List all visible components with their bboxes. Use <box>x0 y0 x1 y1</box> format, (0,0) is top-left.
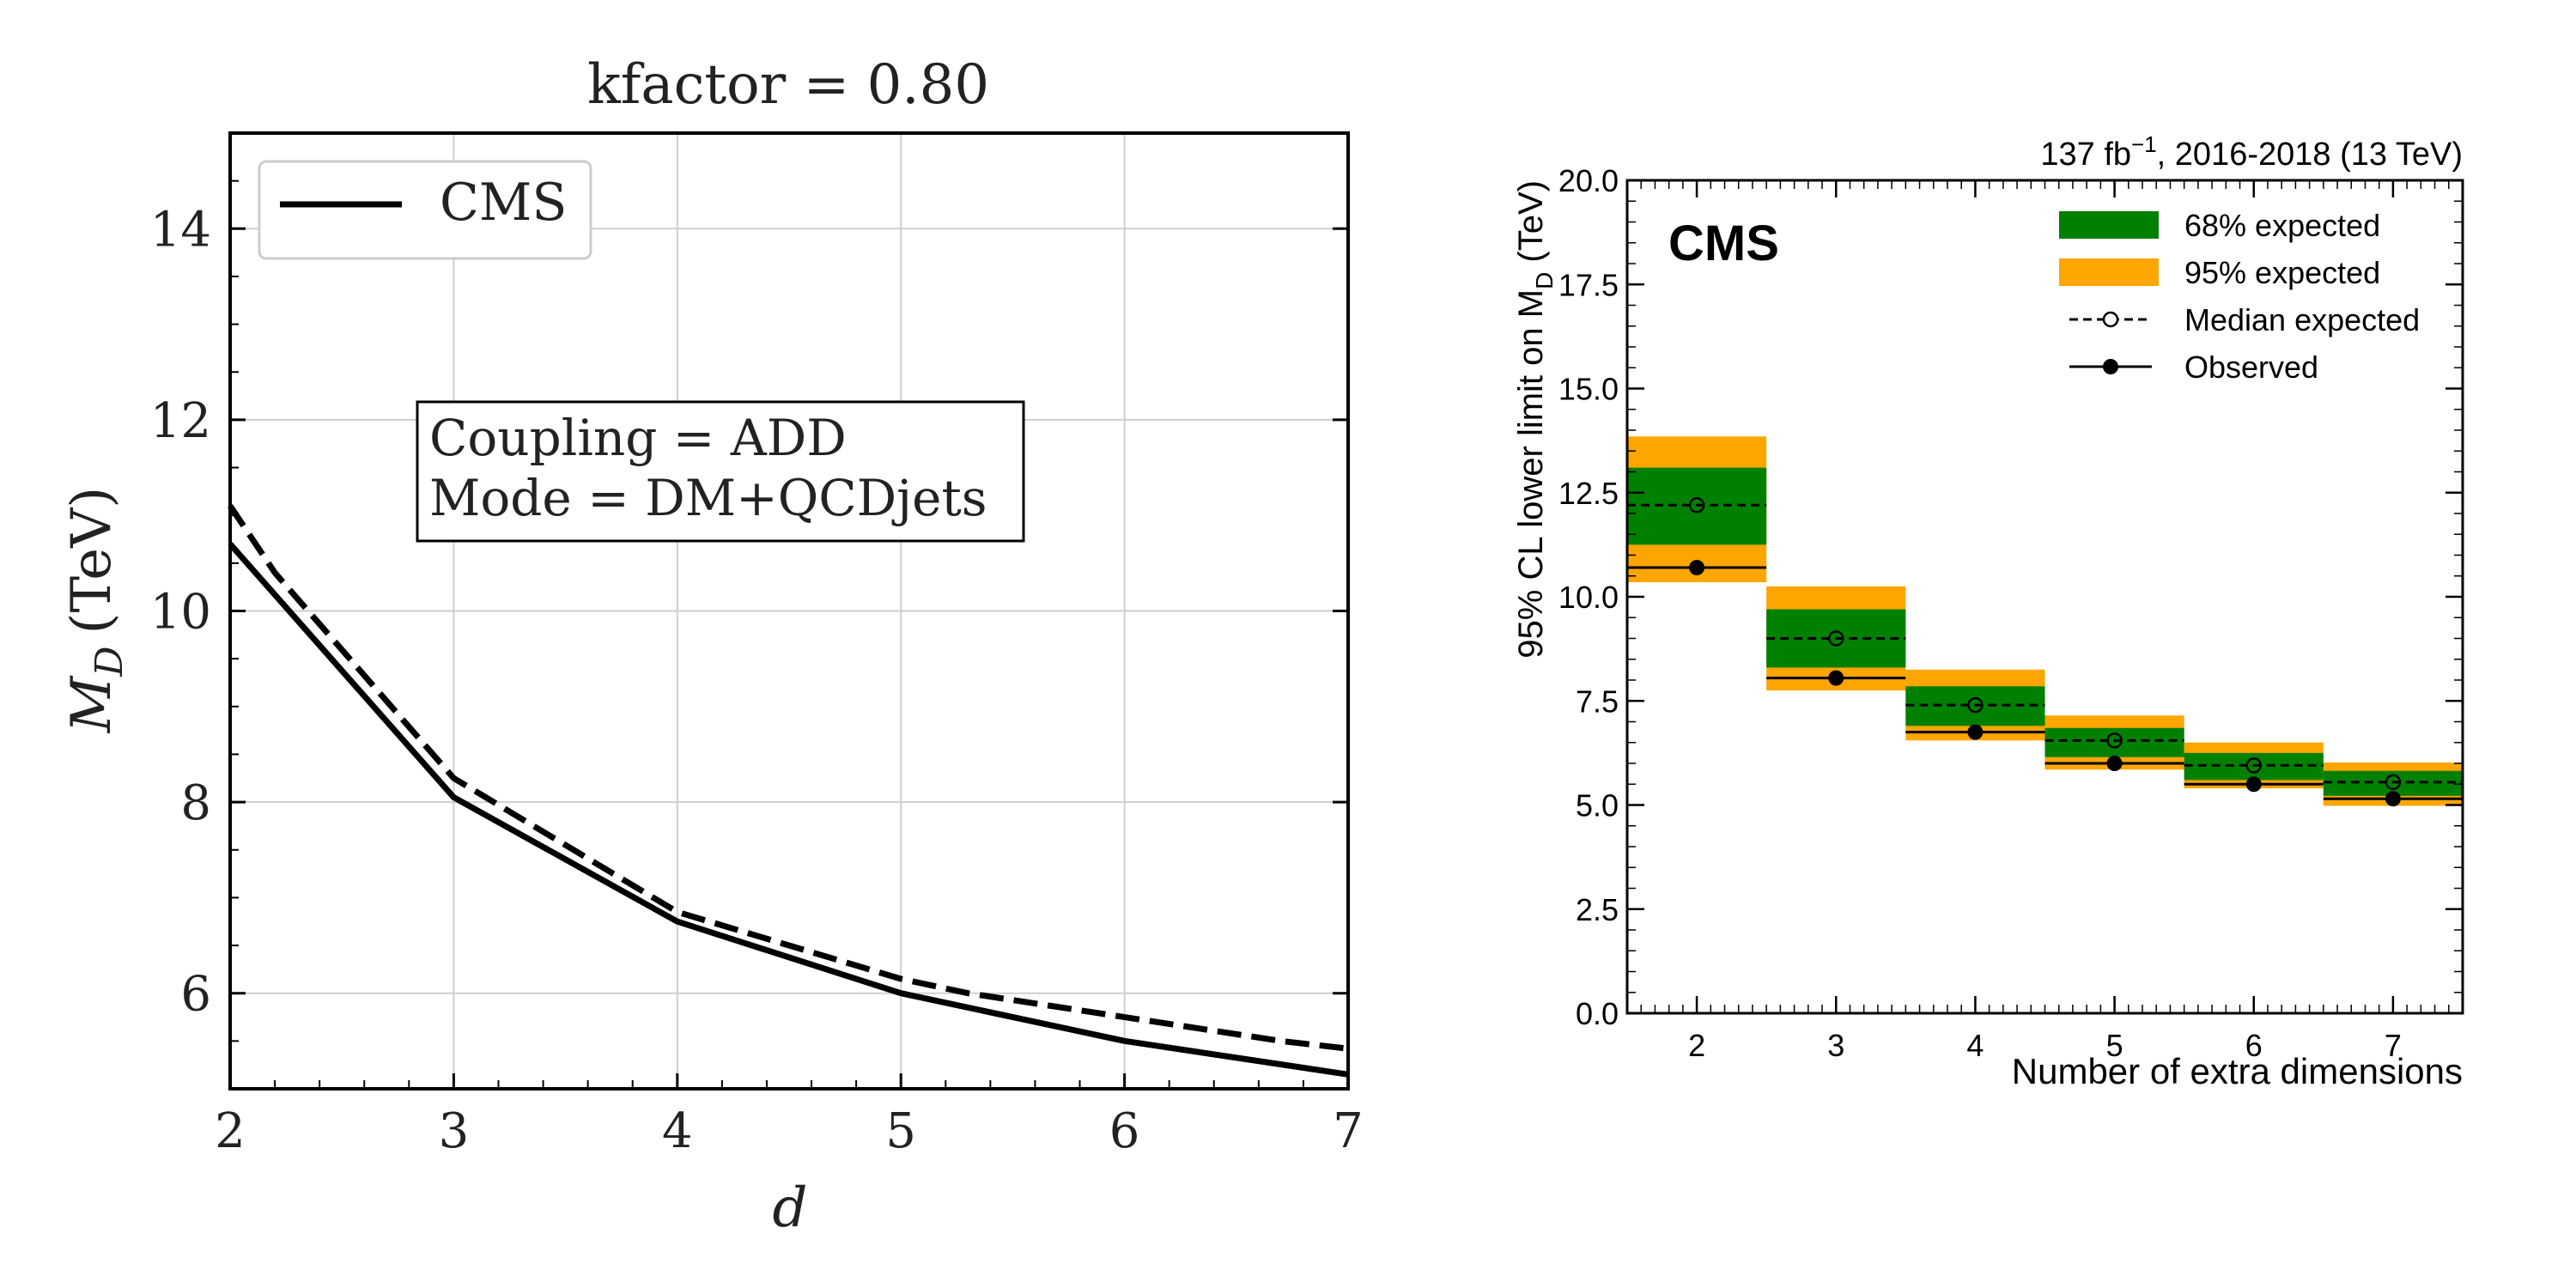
observed-marker <box>1689 560 1705 576</box>
right-y-tick-label: 7.5 <box>1576 683 1619 719</box>
right-x-tick-label: 7 <box>2385 1028 2402 1063</box>
median-expected-marker <box>2106 732 2123 749</box>
right-experiment-label: CMS <box>1668 216 1779 271</box>
observed-marker <box>2385 791 2401 807</box>
left-y-tick-label: 12 <box>150 393 211 449</box>
legend-68-label: 68% expected <box>2184 208 2380 243</box>
median-expected-marker <box>2385 774 2402 791</box>
left-y-tick-label: 8 <box>180 775 211 831</box>
right-x-tick-label: 3 <box>1827 1028 1844 1063</box>
legend-observed-label: Observed <box>2184 349 2318 385</box>
left-x-tick-label: 5 <box>885 1103 916 1159</box>
left-annotation: Coupling = ADD Mode = DM+QCDjets <box>416 400 1025 543</box>
observed-marker <box>1967 724 1984 740</box>
left-y-tick-label: 10 <box>150 585 211 641</box>
legend-observed-marker-icon <box>2103 359 2118 374</box>
right-y-axis-label: 95% CL lower limit on MD (TeV) <box>1512 180 1558 659</box>
left-dashed-line <box>228 504 1349 1052</box>
left-x-tick-label: 7 <box>1333 1103 1364 1159</box>
left-y-axis-label: MD(TeV) <box>60 487 131 734</box>
legend-95-label: 95% expected <box>2184 255 2380 290</box>
right-y-tick-label: 12.5 <box>1558 476 1619 511</box>
left-y-tick-label: 14 <box>150 202 211 258</box>
observed-marker <box>1828 670 1844 686</box>
left-chart-title: kfactor = 0.80 <box>587 53 989 117</box>
left-series <box>228 504 1349 1078</box>
observed-marker <box>2106 756 2123 771</box>
left-annotation-line-1: Coupling = ADD <box>429 409 847 467</box>
right-y-tick-label: 17.5 <box>1558 267 1619 302</box>
left-y-tick-label: 6 <box>180 967 211 1023</box>
left-x-tick-label: 3 <box>439 1103 470 1159</box>
right-x-tick-label: 4 <box>1966 1028 1984 1063</box>
left-legend: CMS <box>258 160 592 260</box>
right-y-tick-label: 20.0 <box>1558 163 1619 198</box>
band-68-bar <box>2044 727 2184 757</box>
left-x-tick-label: 2 <box>215 1103 246 1159</box>
right-x-axis-label: Number of extra dimensions <box>2012 1051 2463 1091</box>
median-expected-marker <box>1688 497 1705 513</box>
left-legend-label: CMS <box>440 173 567 233</box>
left-legend-box <box>258 160 592 260</box>
left-annotation-line-2: Mode = DM+QCDjets <box>429 469 987 527</box>
left-solid-line <box>228 542 1349 1078</box>
right-ticks: 2 3 4 5 6 7 0.0 2.5 5.0 7.5 10.0 12.5 15.0 17.5 20.0 <box>1558 163 2463 1063</box>
right-chart: 137 fb−1, 2016-2018 (13 TeV) 2 3 4 5 6 7 0.0 2.… <box>1512 131 2464 1091</box>
observed-marker <box>2245 776 2262 793</box>
right-y-tick-label: 10.0 <box>1558 580 1619 615</box>
left-x-tick-label: 4 <box>662 1103 693 1159</box>
median-expected-marker <box>1967 696 1984 714</box>
right-y-tick-label: 2.5 <box>1576 892 1619 927</box>
left-annotation-box <box>416 400 1025 543</box>
legend-median-label: Median expected <box>2184 302 2420 337</box>
right-y-tick-label: 0.0 <box>1576 996 1619 1031</box>
legend-95-swatch <box>2059 258 2159 286</box>
median-expected-marker <box>2245 757 2262 774</box>
right-y-tick-label: 5.0 <box>1576 788 1619 823</box>
right-legend: 68% expected 95% expected Median expecte… <box>2059 208 2420 385</box>
left-x-axis-label: d <box>773 1176 808 1240</box>
median-expected-marker <box>1828 630 1844 647</box>
right-y-tick-label: 15.0 <box>1558 372 1619 407</box>
right-bands <box>1627 436 2463 807</box>
right-lumi-label: 137 fb−1, 2016-2018 (13 TeV) <box>2040 131 2463 173</box>
right-x-tick-label: 2 <box>1688 1028 1705 1063</box>
right-x-tick-label: 6 <box>2245 1028 2263 1063</box>
legend-median-marker-icon <box>2102 311 2119 328</box>
left-ticks: 2 3 4 5 6 7 6 8 10 12 14 <box>150 132 1364 1159</box>
legend-68-swatch <box>2059 211 2159 239</box>
left-x-tick-label: 6 <box>1109 1103 1140 1159</box>
right-x-tick-label: 5 <box>2106 1028 2123 1063</box>
